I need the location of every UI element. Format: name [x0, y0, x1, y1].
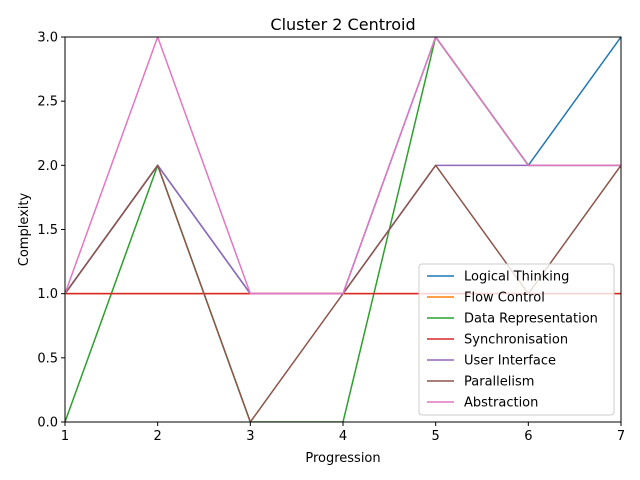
y-tick-label: 1.5: [37, 223, 58, 238]
x-tick-label: 6: [524, 429, 532, 444]
y-tick-label: 0.5: [37, 351, 58, 366]
x-tick-label: 3: [246, 429, 254, 444]
series-line-abstraction: [65, 37, 621, 295]
chart-title: Cluster 2 Centroid: [270, 15, 415, 34]
x-tick-label: 4: [339, 429, 347, 444]
y-axis-label: Complexity: [17, 192, 32, 266]
legend-label: Abstraction: [464, 396, 538, 411]
legend-box: [418, 263, 615, 416]
legend-label: User Interface: [464, 354, 556, 369]
legend-label: Logical Thinking: [464, 270, 569, 285]
y-tick-label: 0.0: [37, 416, 58, 431]
y-tick-label: 2.0: [37, 159, 58, 174]
x-axis: 1 2 3 4 5 6 7: [61, 422, 625, 444]
legend-label: Parallelism: [464, 375, 534, 390]
x-tick-label: 5: [432, 429, 440, 444]
legend: Logical Thinking Flow Control Data Represe…: [418, 263, 615, 416]
y-tick-label: 2.5: [37, 95, 58, 110]
legend-label: Data Representation: [464, 312, 598, 327]
x-axis-label: Progression: [305, 451, 380, 466]
x-tick-label: 1: [61, 429, 69, 444]
y-tick-label: 3.0: [37, 31, 58, 46]
x-tick-label: 2: [154, 429, 162, 444]
x-tick-label: 7: [617, 429, 625, 444]
y-axis: 0.0 0.5 1.0 1.5 2.0 2.5 3.0: [37, 31, 65, 431]
y-tick-label: 1.0: [37, 287, 58, 302]
legend-label: Flow Control: [464, 291, 545, 306]
legend-label: Synchronisation: [464, 333, 568, 348]
